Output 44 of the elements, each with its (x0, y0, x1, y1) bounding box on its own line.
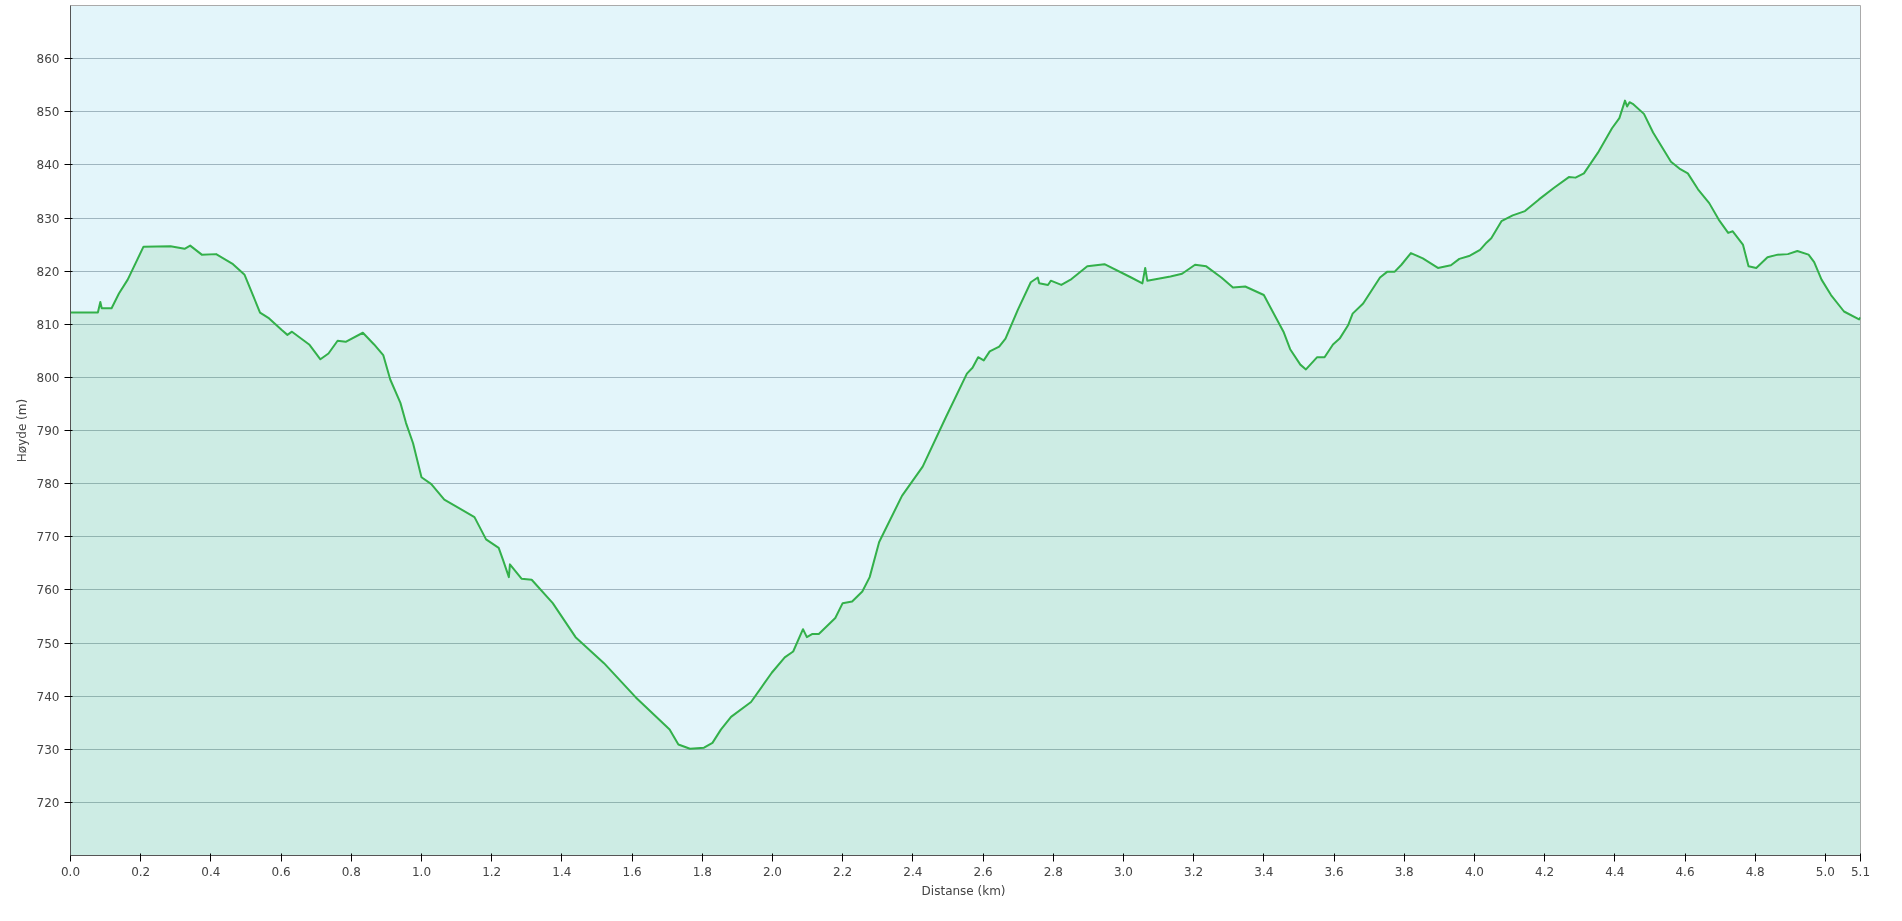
x-axis-title: Distanse (km) (921, 883, 1006, 898)
y-tick-label: 820 (36, 264, 60, 279)
x-tick-label: 4.4 (1605, 864, 1625, 879)
y-tick-label: 740 (36, 689, 60, 704)
x-tick-label: 2.0 (762, 864, 783, 879)
y-tick-label: 810 (36, 317, 60, 332)
x-tick-label: 3.0 (1113, 864, 1133, 879)
y-tick-label: 840 (36, 158, 60, 173)
y-tick-label: 850 (36, 105, 60, 120)
y-tick-label: 800 (36, 370, 60, 385)
x-tick-label: 5.1 (1850, 864, 1871, 879)
x-tick-label: 1.2 (482, 864, 502, 879)
x-tick-label: 3.6 (1324, 864, 1344, 879)
y-tick-label: 830 (36, 211, 60, 226)
y-tick-label: 790 (36, 424, 60, 438)
y-tick-label: 760 (36, 583, 60, 598)
x-tick-label: 0.4 (201, 864, 221, 879)
y-tick-label: 780 (36, 477, 60, 492)
x-tick-label: 4.6 (1675, 864, 1695, 879)
y-tick-label: 770 (36, 530, 60, 545)
x-tick-label: 4.0 (1464, 864, 1484, 879)
x-tick-label: 4.8 (1745, 864, 1765, 879)
y-tick-label: 730 (36, 742, 60, 757)
x-tick-label: 1.0 (411, 864, 432, 879)
y-tick-label: 860 (36, 52, 60, 67)
x-tick-label: 3.2 (1184, 864, 1204, 879)
x-tick-label: 2.6 (973, 864, 993, 879)
x-tick-label: 0.6 (271, 864, 291, 879)
x-tick-label: 1.8 (692, 864, 712, 879)
x-tick-label: 0.8 (341, 864, 361, 879)
y-axis-title: Høyde (m) (14, 398, 29, 463)
x-tick-label: 2.8 (1043, 864, 1063, 879)
x-tick-label: 2.2 (833, 864, 853, 879)
x-tick-label: 1.6 (622, 864, 642, 879)
x-tick-label: 1.4 (552, 864, 572, 879)
x-tick-label: 3.4 (1254, 864, 1274, 879)
x-tick-label: 2.4 (903, 864, 923, 879)
x-tick-label: 3.8 (1394, 864, 1414, 879)
y-tick-label: 720 (36, 795, 60, 810)
x-tick-label: 0.0 (60, 864, 81, 879)
x-tick-label: 4.2 (1535, 864, 1555, 879)
x-tick-label: 5.0 (1815, 864, 1835, 879)
y-tick-label: 750 (36, 636, 60, 651)
x-tick-label: 0.2 (131, 864, 151, 879)
